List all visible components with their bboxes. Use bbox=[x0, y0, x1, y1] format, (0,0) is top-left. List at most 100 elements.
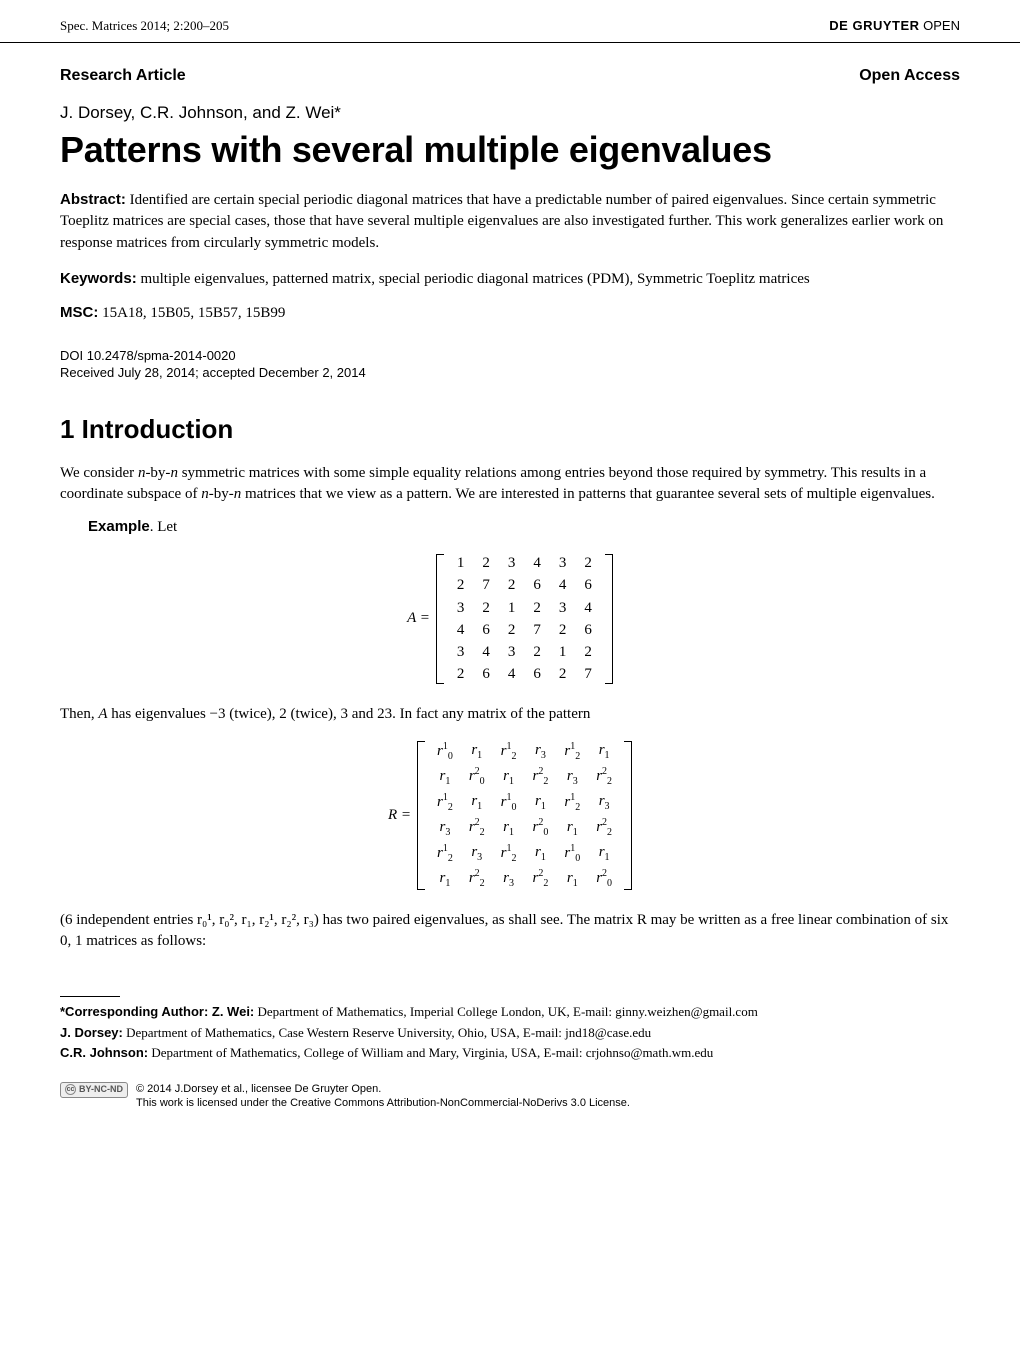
matrix-cell: 4 bbox=[499, 663, 525, 685]
doi: DOI 10.2478/spma-2014-0020 bbox=[60, 348, 960, 363]
matrix-cell: r10 bbox=[493, 790, 525, 816]
abstract: Abstract: Identified are certain special… bbox=[60, 189, 960, 254]
matrix-r-lhs: R = bbox=[388, 807, 411, 824]
cc-terms: BY-NC-ND bbox=[79, 1084, 123, 1096]
matrix-cell: r22 bbox=[588, 815, 620, 841]
footnote-rule bbox=[60, 996, 120, 997]
matrix-cell: r1 bbox=[588, 739, 620, 765]
license-line1: © 2014 J.Dorsey et al., licensee De Gruy… bbox=[136, 1083, 381, 1095]
received-dates: Received July 28, 2014; accepted Decembe… bbox=[60, 365, 960, 380]
matrix-cell: r1 bbox=[493, 764, 525, 790]
matrix-cell: 3 bbox=[550, 597, 576, 619]
cc-circle-icon: cc bbox=[65, 1084, 76, 1095]
matrix-cell: 2 bbox=[448, 663, 474, 685]
var-A: A bbox=[98, 706, 107, 722]
footnote-johnson-text: Department of Mathematics, College of Wi… bbox=[148, 1045, 713, 1060]
matrix-cell: r20 bbox=[588, 866, 620, 892]
matrix-cell: 6 bbox=[473, 619, 499, 641]
section-1-heading: 1 Introduction bbox=[60, 414, 960, 445]
matrix-cell: 3 bbox=[499, 552, 525, 574]
matrix-cell: r3 bbox=[461, 841, 493, 867]
matrix-cell: 1 bbox=[550, 641, 576, 663]
bracket-right-icon bbox=[624, 739, 632, 892]
matrix-cell: r3 bbox=[493, 866, 525, 892]
matrix-cell: 7 bbox=[575, 663, 601, 685]
text-frag: matrices that we view as a pattern. We a… bbox=[241, 486, 935, 502]
matrix-cell: r22 bbox=[461, 866, 493, 892]
text-frag: Then, bbox=[60, 706, 98, 722]
intro-para-3: (6 independent entries r₀¹, r₀², r₁, r₂¹… bbox=[60, 910, 960, 953]
matrix-cell: r3 bbox=[588, 790, 620, 816]
bracket-right-icon bbox=[605, 552, 613, 686]
matrix-cell: 2 bbox=[524, 597, 550, 619]
text-frag: -by- bbox=[209, 486, 234, 502]
matrix-a: A = 123432272646321234462726343212264627 bbox=[60, 552, 960, 686]
matrix-r-body: r10r1r12r3r12r1r1r20r1r22r3r22r12r1r10r1… bbox=[429, 739, 620, 892]
open-access-label: Open Access bbox=[859, 67, 960, 85]
matrix-cell: r10 bbox=[429, 739, 461, 765]
matrix-cell: 4 bbox=[448, 619, 474, 641]
matrix-cell: 3 bbox=[448, 641, 474, 663]
matrix-cell: 6 bbox=[575, 619, 601, 641]
text-frag: -by- bbox=[145, 465, 170, 481]
matrix-cell: r1 bbox=[588, 841, 620, 867]
matrix-cell: 1 bbox=[448, 552, 474, 574]
matrix-cell: r3 bbox=[429, 815, 461, 841]
article-title: Patterns with several multiple eigenvalu… bbox=[60, 129, 960, 171]
matrix-cell: r1 bbox=[461, 739, 493, 765]
matrix-cell: 2 bbox=[473, 552, 499, 574]
journal-reference: Spec. Matrices 2014; 2:200–205 bbox=[60, 18, 229, 34]
footnote-corr-label: *Corresponding Author: Z. Wei: bbox=[60, 1004, 254, 1019]
matrix-cell: r22 bbox=[461, 815, 493, 841]
matrix-cell: 2 bbox=[473, 597, 499, 619]
example-tail: . Let bbox=[150, 519, 178, 535]
matrix-cell: 2 bbox=[499, 574, 525, 596]
matrix-cell: 2 bbox=[575, 641, 601, 663]
footnote-corr-text: Department of Mathematics, Imperial Coll… bbox=[254, 1004, 758, 1019]
msc-label: MSC: bbox=[60, 304, 98, 321]
matrix-cell: r10 bbox=[556, 841, 588, 867]
matrix-cell: r22 bbox=[525, 866, 557, 892]
matrix-cell: r12 bbox=[493, 841, 525, 867]
var-n: n bbox=[170, 465, 178, 481]
matrix-cell: r12 bbox=[493, 739, 525, 765]
matrix-cell: 2 bbox=[550, 619, 576, 641]
footnote-dorsey: J. Dorsey: Department of Mathematics, Ca… bbox=[60, 1024, 960, 1042]
matrix-cell: r3 bbox=[556, 764, 588, 790]
publisher: DE GRUYTER OPEN bbox=[829, 18, 960, 33]
bracket-left-icon bbox=[417, 739, 425, 892]
running-header: Spec. Matrices 2014; 2:200–205 DE GRUYTE… bbox=[0, 0, 1020, 43]
msc-text: 15A18, 15B05, 15B57, 15B99 bbox=[98, 305, 285, 321]
matrix-cell: 6 bbox=[575, 574, 601, 596]
bracket-left-icon bbox=[436, 552, 444, 686]
matrix-cell: r1 bbox=[525, 790, 557, 816]
matrix-cell: r20 bbox=[525, 815, 557, 841]
matrix-cell: r1 bbox=[493, 815, 525, 841]
var-n: n bbox=[201, 486, 209, 502]
matrix-cell: r22 bbox=[588, 764, 620, 790]
keywords-label: Keywords: bbox=[60, 270, 137, 287]
author-list: J. Dorsey, C.R. Johnson, and Z. Wei* bbox=[60, 103, 960, 123]
abstract-label: Abstract: bbox=[60, 191, 126, 208]
article-type: Research Article bbox=[60, 67, 186, 85]
cc-badge-icon: cc BY-NC-ND bbox=[60, 1082, 128, 1098]
matrix-cell: r22 bbox=[525, 764, 557, 790]
matrix-a-body: 123432272646321234462726343212264627 bbox=[448, 552, 601, 686]
matrix-r: R = r10r1r12r3r12r1r1r20r1r22r3r22r12r1r… bbox=[60, 739, 960, 892]
article-body: Research Article Open Access J. Dorsey, … bbox=[0, 43, 1020, 1151]
matrix-cell: r1 bbox=[525, 841, 557, 867]
publisher-name: DE GRUYTER bbox=[829, 18, 919, 33]
msc: MSC: 15A18, 15B05, 15B57, 15B99 bbox=[60, 304, 960, 322]
matrix-cell: r12 bbox=[429, 841, 461, 867]
matrix-cell: 3 bbox=[448, 597, 474, 619]
matrix-cell: 2 bbox=[499, 619, 525, 641]
license-text: © 2014 J.Dorsey et al., licensee De Gruy… bbox=[136, 1082, 630, 1111]
matrix-cell: 6 bbox=[473, 663, 499, 685]
matrix-cell: 4 bbox=[524, 552, 550, 574]
matrix-cell: 3 bbox=[550, 552, 576, 574]
text-frag: We consider bbox=[60, 465, 138, 481]
example-label: Example bbox=[88, 518, 150, 535]
matrix-cell: 7 bbox=[524, 619, 550, 641]
matrix-cell: 4 bbox=[575, 597, 601, 619]
intro-para-1: We consider n-by-n symmetric matrices wi… bbox=[60, 463, 960, 506]
